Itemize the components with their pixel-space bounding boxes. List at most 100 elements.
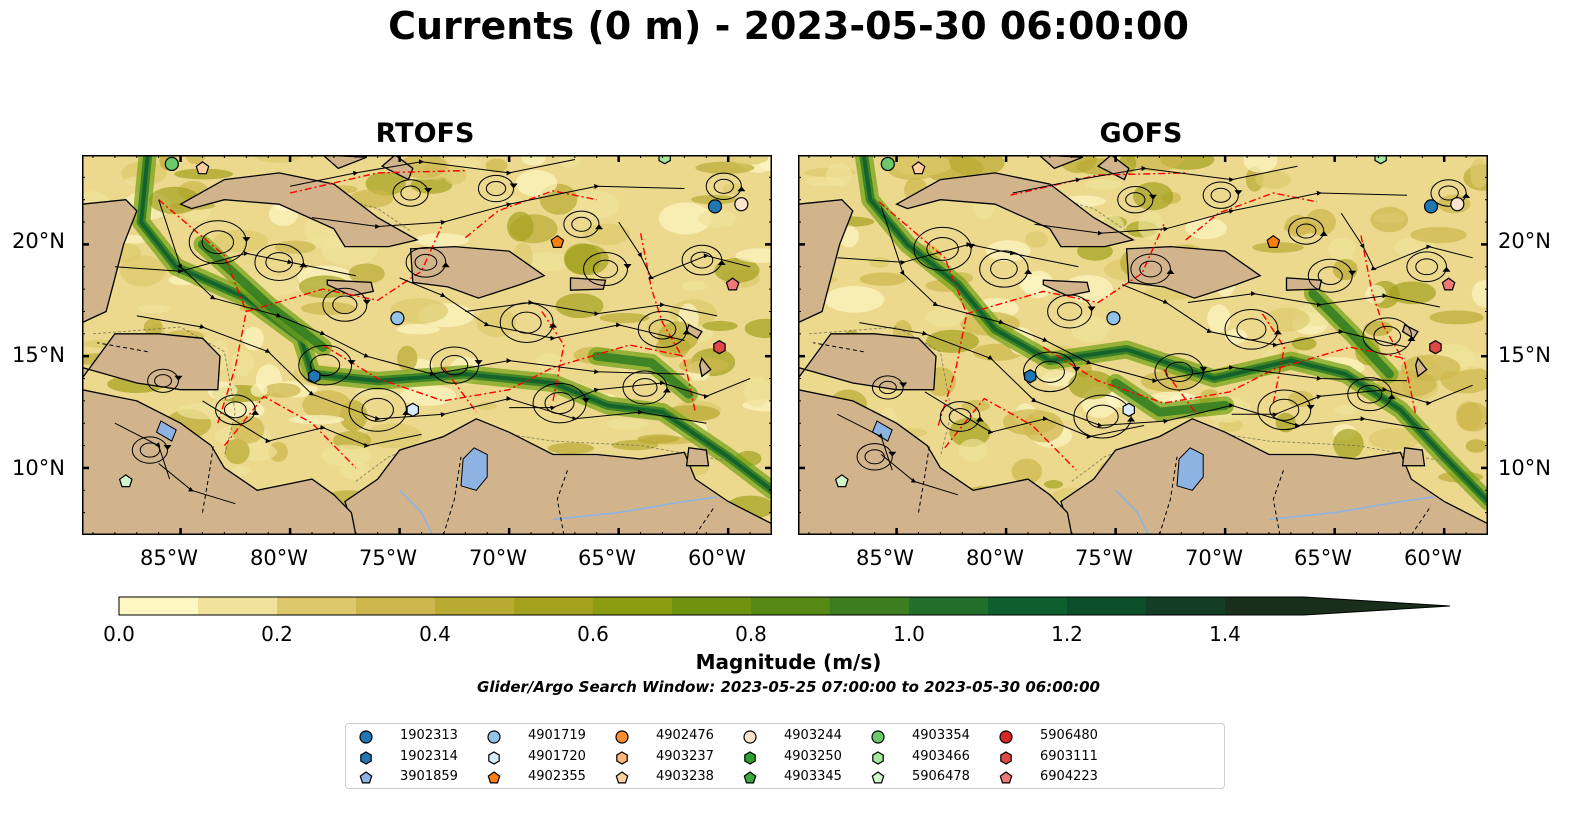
colorbar-segment xyxy=(119,597,199,615)
rtofs-float-markers xyxy=(118,155,749,488)
gofs-float-6903111 xyxy=(1429,340,1442,355)
legend-label: 4901719 xyxy=(528,728,586,743)
rtofs-y-tick-15n: 15°N xyxy=(12,343,65,367)
legend-label: 4902355 xyxy=(528,769,586,784)
gofs-float-markers xyxy=(834,155,1465,488)
colorbar-segment xyxy=(356,597,436,615)
colorbar-segment xyxy=(830,597,910,615)
gofs-map-frame xyxy=(798,155,1488,535)
legend-label: 6904223 xyxy=(1040,769,1098,784)
rtofs-y-tick-10n: 10°N xyxy=(12,456,65,480)
gofs-x-tick-85w: 85°W xyxy=(856,546,914,570)
colorbar-tick-label: 0.4 xyxy=(419,622,451,646)
rtofs-x-tick-80w: 80°W xyxy=(250,546,308,570)
legend-circle-icon xyxy=(359,730,373,744)
rtofs-country-borders xyxy=(97,342,716,535)
rtofs-lakes xyxy=(155,420,488,491)
rtofs-float-1902313 xyxy=(707,199,723,214)
colorbar-tick-label: 0.8 xyxy=(735,622,767,646)
legend-hexagon-icon xyxy=(872,750,884,765)
rtofs-float-4901720 xyxy=(406,402,419,417)
rtofs-float-6903111 xyxy=(713,340,726,355)
colorbar-segment xyxy=(1146,597,1226,615)
legend-label: 6903111 xyxy=(1040,748,1098,764)
colorbar-tick-label: 1.0 xyxy=(893,622,925,646)
gofs-float-4902355 xyxy=(1266,234,1281,249)
legend-circle-icon xyxy=(743,730,757,744)
colorbar-segment xyxy=(751,597,831,615)
colorbar-tick-label: 0.6 xyxy=(577,622,609,646)
gofs-float-4901719 xyxy=(1106,311,1121,326)
legend-label: 4903238 xyxy=(656,769,714,784)
legend-circle-icon xyxy=(487,730,501,744)
colorbar-segment xyxy=(514,597,594,615)
colorbar-tick-label: 0.2 xyxy=(261,622,293,646)
legend-hexagon-icon xyxy=(616,750,628,765)
gofs-rivers xyxy=(1115,489,1434,535)
legend-label: 1902314 xyxy=(400,748,458,764)
legend-pentagon-icon xyxy=(487,771,501,784)
legend-circle-icon xyxy=(999,730,1013,744)
gofs-float-4903244 xyxy=(1450,197,1465,212)
colorbar-segment xyxy=(277,597,357,615)
legend-circle-icon xyxy=(871,730,885,744)
rtofs-streamlines xyxy=(114,159,751,505)
colorbar-segment xyxy=(1225,597,1305,615)
gofs-float-4903354 xyxy=(880,156,895,172)
gofs-float-6904223 xyxy=(1441,277,1456,291)
colorbar-tick-label: 1.4 xyxy=(1209,622,1241,646)
rtofs-float-4903466 xyxy=(658,155,671,165)
colorbar-segment xyxy=(1067,597,1147,615)
rtofs-float-4901719 xyxy=(390,311,405,326)
colorbar-segment xyxy=(988,597,1068,615)
gofs-float-4901720 xyxy=(1122,402,1135,417)
rtofs-float-4902355 xyxy=(550,234,565,249)
rtofs-y-tick-20n: 20°N xyxy=(12,229,65,253)
legend-hexagon-icon xyxy=(488,750,500,765)
rtofs-float-4903238 xyxy=(195,161,210,175)
legend-label: 5906480 xyxy=(1040,728,1098,743)
gofs-x-tick-60w: 60°W xyxy=(1404,546,1462,570)
legend-label: 1902313 xyxy=(400,728,458,743)
gofs-y-tick-20n: 20°N xyxy=(1498,229,1551,253)
gofs-float-5906478 xyxy=(834,474,849,488)
colorbar-segment xyxy=(909,597,989,615)
legend-pentagon-icon xyxy=(359,771,373,784)
colorbar-tick-label: 0.0 xyxy=(103,622,135,646)
colorbar-segment xyxy=(198,597,278,615)
rtofs-float-4903244 xyxy=(734,197,749,212)
rtofs-float-5906478 xyxy=(118,474,133,488)
gofs-x-tick-65w: 65°W xyxy=(1294,546,1352,570)
colorbar-tick-label: 1.2 xyxy=(1051,622,1083,646)
search-window-caption: Glider/Argo Search Window: 2023-05-25 07… xyxy=(477,678,1100,696)
legend-pentagon-icon xyxy=(871,771,885,784)
legend-pentagon-icon xyxy=(743,771,757,784)
colorbar-segment xyxy=(672,597,752,615)
gofs-country-borders xyxy=(813,342,1432,535)
rtofs-rivers xyxy=(399,489,718,535)
panel-title-rtofs: RTOFS xyxy=(375,118,475,149)
rtofs-current-map[interactable] xyxy=(82,155,772,535)
legend-circle-icon xyxy=(615,730,629,744)
gofs-y-tick-15n: 15°N xyxy=(1498,343,1551,367)
gofs-float-4903466 xyxy=(1374,155,1387,165)
legend-pentagon-icon xyxy=(615,771,629,784)
gofs-float-1902314 xyxy=(1024,369,1037,384)
gofs-lakes xyxy=(871,420,1204,491)
rtofs-map-frame xyxy=(82,155,772,535)
gofs-y-tick-10n: 10°N xyxy=(1498,456,1551,480)
rtofs-float-6904223 xyxy=(725,277,740,291)
colorbar-label: Magnitude (m/s) xyxy=(695,650,882,674)
legend-hexagon-icon xyxy=(744,750,756,765)
colorbar-segment xyxy=(435,597,515,615)
gofs-x-tick-80w: 80°W xyxy=(966,546,1024,570)
gofs-streamlines xyxy=(837,165,1473,496)
legend-label: 5906478 xyxy=(912,769,970,784)
rtofs-x-tick-65w: 65°W xyxy=(578,546,636,570)
legend-label: 4903466 xyxy=(912,748,970,764)
legend-label: 4903250 xyxy=(784,748,842,764)
page-title: Currents (0 m) - 2023-05-30 06:00:00 xyxy=(388,4,1189,48)
rtofs-x-tick-60w: 60°W xyxy=(688,546,746,570)
legend-label: 4903237 xyxy=(656,748,714,764)
gofs-current-map[interactable] xyxy=(798,155,1488,535)
